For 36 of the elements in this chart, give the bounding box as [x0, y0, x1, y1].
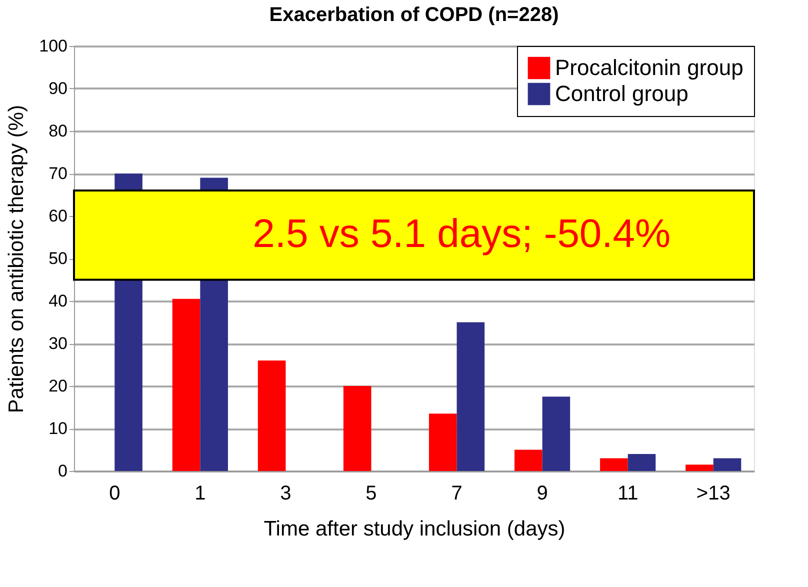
bar	[628, 454, 656, 471]
y-tick-label: 50	[48, 249, 68, 268]
bar	[686, 464, 714, 471]
y-tick-label: 70	[48, 164, 68, 183]
x-tick-label: 3	[280, 482, 292, 504]
x-axis-title: Time after study inclusion (days)	[264, 518, 566, 540]
y-tick-label: 0	[58, 462, 68, 480]
y-tick-label: 30	[48, 334, 68, 353]
x-tick-label: 9	[536, 482, 548, 504]
bar	[258, 360, 286, 471]
y-tick-label: 40	[48, 292, 68, 310]
y-tick-label: 80	[48, 122, 68, 140]
bar	[343, 386, 372, 471]
bar	[456, 322, 485, 471]
bar	[542, 396, 570, 471]
chart-title: Exacerbation of COPD (n=228)	[269, 4, 559, 26]
y-tick-label: 90	[48, 79, 68, 98]
x-tick-label: 0	[109, 482, 120, 504]
y-tick-label: 10	[48, 419, 68, 438]
band-label: 2.5 vs 5.1 days; -50.4%	[252, 212, 671, 256]
y-tick-label: 100	[39, 36, 68, 56]
y-axis-title: Patients on antibiotic therapy (%)	[5, 104, 28, 414]
x-tick-label: >13	[696, 482, 730, 504]
x-tick-label: 5	[366, 482, 377, 504]
legend-label: Procalcitonin group	[555, 55, 744, 80]
y-tick-label: 20	[48, 376, 68, 396]
bar	[172, 298, 200, 471]
x-tick-label: 11	[617, 482, 638, 504]
bar	[713, 458, 742, 471]
bar	[600, 458, 628, 471]
y-tick-label: 60	[48, 206, 68, 226]
bar	[428, 414, 457, 471]
x-tick-label: 1	[194, 482, 206, 504]
x-tick-label: 7	[451, 482, 462, 504]
bar	[514, 450, 542, 471]
legend-label: Control group	[555, 81, 688, 106]
